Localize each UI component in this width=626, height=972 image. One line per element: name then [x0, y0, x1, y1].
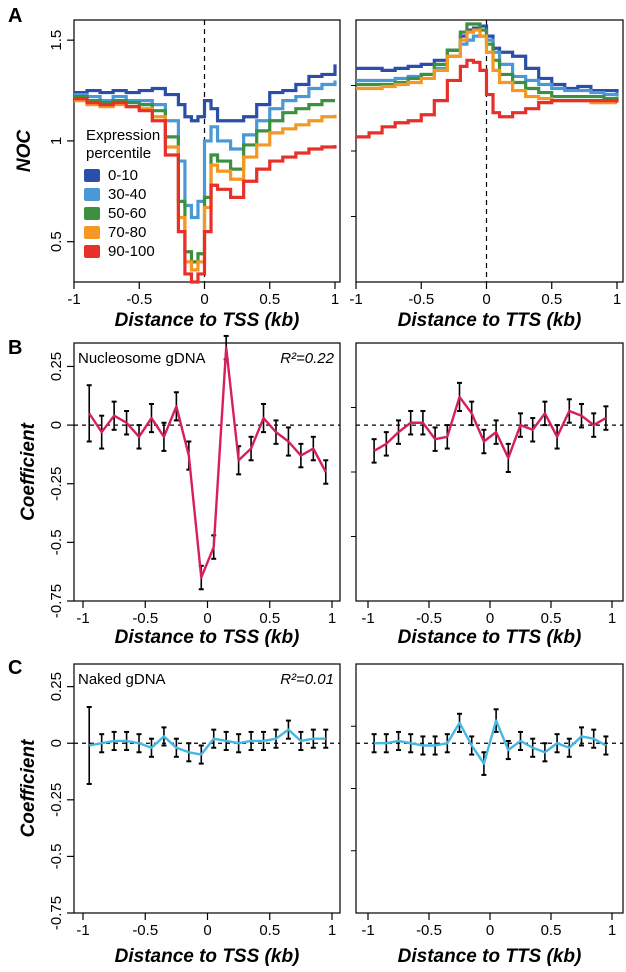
pc-right-xlabel: Distance to TTS (kb) [398, 946, 582, 967]
pc-left-annotation-left: Naked gDNA [78, 671, 166, 688]
pa-left-xlabel: Distance to TSS (kb) [115, 310, 300, 331]
pa-right-xtick-label: 0.5 [541, 291, 562, 308]
pa-right-series-90-100 [356, 58, 619, 139]
pc-right-frame [355, 663, 624, 914]
pb-left-annotation-left: Nucleosome gDNA [78, 350, 206, 367]
pa-left-xtick-label: 0 [200, 291, 208, 308]
pa-left-ytick-label: 1 [48, 137, 65, 145]
pc-right-xtick-label: -0.5 [416, 922, 442, 939]
pc-left-xtick-label: 0.5 [259, 922, 280, 939]
legend-label-70-80: 70-80 [108, 224, 146, 241]
pc-left-xtick-label: 0 [203, 922, 211, 939]
pb-left-series-line [88, 346, 327, 579]
pa-right-xtick-label: -0.5 [408, 291, 434, 308]
pc-left-series-line [89, 728, 326, 756]
pa-right-xtick-label: -1 [349, 291, 362, 308]
pc-left-frame [73, 663, 341, 914]
pb-left-xtick-label: 0 [203, 610, 211, 627]
pc-left-ytick-label: 0 [48, 739, 65, 747]
pa-left-ytick-label: 0.5 [48, 231, 65, 252]
panel-letter-b: B [8, 337, 22, 359]
legend-swatch-90-100 [84, 245, 100, 258]
legend-swatch-0-10 [84, 169, 100, 182]
pb-left-xtick-label: -0.5 [132, 610, 158, 627]
pb-right-xtick-label: 0 [486, 610, 494, 627]
legend-swatch-70-80 [84, 226, 100, 239]
pa-right-series-50-60 [356, 22, 619, 101]
pc-left-ytick-label: -0.25 [48, 783, 65, 817]
pb-left-ytick-label: -0.25 [48, 467, 65, 501]
pa-left-series-0-10 [74, 64, 337, 123]
pc-right-xtick-label: 0 [486, 922, 494, 939]
pc-right-xtick-label: 0.5 [541, 922, 562, 939]
pc-left-ytick-label: -0.75 [48, 896, 65, 930]
pc-right-series-line [374, 719, 607, 765]
legend-swatch-30-40 [84, 188, 100, 201]
pb-left-annotation-right: R²=0.22 [280, 350, 334, 367]
pb-left-ylabel: Coefficient [18, 422, 39, 521]
pb-right-xlabel: Distance to TTS (kb) [398, 627, 582, 648]
pb-right-series-line [373, 395, 607, 460]
pc-left-ytick-label: -0.5 [48, 843, 65, 869]
pb-right-xtick-label: -1 [361, 610, 374, 627]
legend-title: percentile [86, 145, 151, 162]
pb-right-xtick-label: -0.5 [416, 610, 442, 627]
legend-label-50-60: 50-60 [108, 205, 146, 222]
legend-title: Expression [86, 127, 160, 144]
pc-right-xtick-label: -1 [361, 922, 374, 939]
pa-right-series-70-80 [356, 28, 617, 105]
pa-left-ylabel: NOC [14, 130, 35, 173]
pb-left-xtick-label: -1 [76, 610, 89, 627]
pa-right-xlabel: Distance to TTS (kb) [398, 310, 582, 331]
legend-label-90-100: 90-100 [108, 243, 155, 260]
legend-swatch-50-60 [84, 207, 100, 220]
pa-left-series-30-40 [74, 80, 337, 220]
panel-letter-c: C [8, 657, 22, 679]
pa-left-xtick-label: 0.5 [259, 291, 280, 308]
legend-label-30-40: 30-40 [108, 186, 146, 203]
pa-left-xtick-label: 1 [331, 291, 339, 308]
pc-left-xtick-label: -1 [76, 922, 89, 939]
pb-left-xlabel: Distance to TSS (kb) [115, 627, 300, 648]
pc-left-xlabel: Distance to TSS (kb) [115, 946, 300, 967]
pa-left-ytick-label: 1.5 [48, 30, 65, 51]
panel-letter-a: A [8, 5, 22, 27]
pa-left-xtick-label: -0.5 [126, 291, 152, 308]
pc-left-ytick-label: 0.25 [48, 672, 65, 701]
pa-left-series-90-100 [74, 97, 337, 284]
pb-right-xtick-label: 0.5 [541, 610, 562, 627]
pa-right-xtick-label: 1 [613, 291, 621, 308]
pb-left-ytick-label: -0.75 [48, 584, 65, 618]
pb-left-ytick-label: 0 [48, 421, 65, 429]
pa-right-xtick-label: 0 [482, 291, 490, 308]
pc-left-annotation-right: R²=0.01 [280, 671, 334, 688]
legend-label-0-10: 0-10 [108, 167, 138, 184]
pb-right-xtick-label: 1 [608, 610, 616, 627]
pa-right-frame [355, 19, 624, 283]
pa-left-frame [73, 19, 341, 283]
pb-left-ytick-label: 0.25 [48, 352, 65, 381]
pb-left-xtick-label: 1 [328, 610, 336, 627]
pc-left-xtick-label: -0.5 [132, 922, 158, 939]
pb-left-ytick-label: -0.5 [48, 529, 65, 555]
pb-left-xtick-label: 0.5 [259, 610, 280, 627]
pc-left-ylabel: Coefficient [18, 739, 39, 838]
pc-left-xtick-label: 1 [328, 922, 336, 939]
pa-left-xtick-label: -1 [67, 291, 80, 308]
pc-right-xtick-label: 1 [608, 922, 616, 939]
pb-right-frame [355, 342, 624, 602]
